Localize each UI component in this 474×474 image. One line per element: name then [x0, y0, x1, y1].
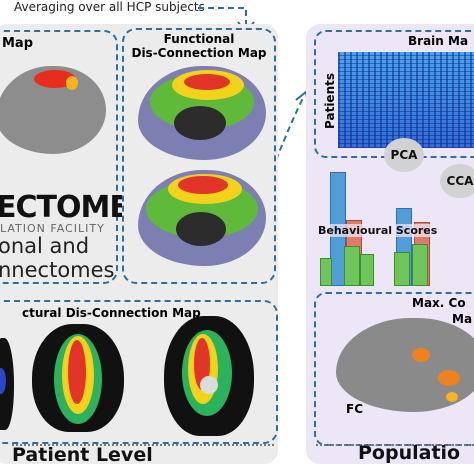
functional-brain-bottom	[138, 170, 266, 266]
patient-level-label: Patient Level	[12, 444, 153, 466]
connectome-logo-sub: LATION FACILITY	[0, 222, 105, 235]
fc-medial-wall-2	[176, 212, 226, 246]
max-blob-2	[438, 370, 460, 386]
bar-green-1b	[344, 246, 360, 286]
structural-map-title: ctural Dis-Connection Map	[22, 306, 201, 320]
pca-node: PCA	[384, 138, 424, 172]
behavioural-title: Behavioural Scores	[316, 224, 440, 237]
bar-green-1c	[360, 254, 374, 286]
lesion-glow	[66, 76, 78, 90]
slice2-red	[68, 340, 86, 404]
connectome-logo: ECTOME	[0, 190, 130, 225]
max-blob-1	[412, 348, 430, 362]
connectome-line2: nnectomes	[0, 258, 115, 282]
averaging-label: Averaging over all HCP subjects	[14, 0, 205, 14]
slice1-blue	[0, 368, 6, 394]
max-map-title-2: Ma	[452, 312, 473, 326]
bar-green-2b	[412, 244, 428, 286]
max-blob-3	[446, 392, 458, 402]
fc-red-region-2	[178, 176, 228, 194]
functional-map-title-1: Functional	[163, 32, 235, 46]
patient-to-population-arrow	[275, 95, 305, 161]
lesion-brain	[0, 66, 106, 154]
structural-map-panel: ctural Dis-Connection Map	[0, 300, 278, 444]
lesion-map-panel: Map	[0, 30, 118, 284]
fc-red-region	[184, 74, 230, 90]
population-level-label: Populatio	[358, 442, 461, 464]
max-map-title-1: Max. Co	[412, 296, 466, 310]
fc-label: FC	[346, 402, 364, 416]
averaging-arrow	[198, 7, 247, 30]
brain-map-title: Brain Ma	[408, 34, 469, 48]
slice3-ventricle	[200, 376, 218, 394]
fc-medial-wall	[174, 106, 226, 140]
cca-node: CCA	[440, 164, 474, 198]
population-level-divider	[316, 444, 474, 446]
structural-slice-3	[164, 316, 254, 436]
functional-map-title-2: Dis-Connection Map	[131, 46, 267, 60]
lesion-highlight	[34, 70, 76, 88]
bar-green-2a	[394, 252, 410, 286]
functional-map-panel: Functional Dis-Connection Map	[122, 28, 276, 284]
structural-slice-1	[0, 338, 14, 430]
lesion-map-title: Map	[2, 36, 34, 51]
functional-brain-top	[138, 66, 266, 160]
patient-level-divider	[12, 444, 274, 446]
max-map-panel: Max. Co Ma FC	[314, 292, 474, 446]
connectome-line1: onal and	[0, 234, 90, 258]
patients-axis-label: Patients	[322, 73, 337, 129]
max-map-brain	[336, 318, 474, 412]
brain-map-matrix	[338, 52, 474, 148]
behavioural-panel: Behavioural Scores	[316, 162, 440, 286]
brain-map-panel: Brain Ma Patients	[314, 30, 474, 158]
bar-green-1a	[320, 258, 332, 286]
structural-slice-2	[32, 324, 124, 432]
